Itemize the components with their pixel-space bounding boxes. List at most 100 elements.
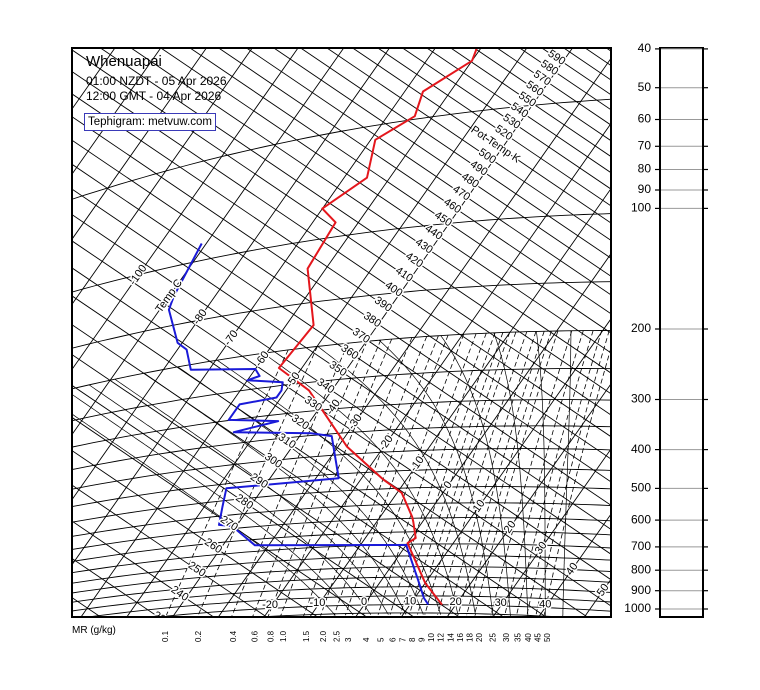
dry-adiabat-line	[402, 48, 611, 190]
dry-adiabat-line	[72, 93, 611, 460]
isobar-line	[72, 555, 611, 584]
isotherm-label: -70	[222, 328, 241, 348]
mixing-ratio-line	[389, 332, 487, 615]
pressure-tick-label: 90	[638, 182, 652, 196]
mixing-ratio-label: 30	[502, 633, 511, 642]
surface-isotherm-label: 30	[495, 597, 507, 609]
gmt-time: 12:00 GMT - 04 Apr 2026	[86, 89, 222, 103]
isotherm-line	[72, 48, 390, 500]
potential-temperature-label: 230	[151, 609, 173, 629]
mixing-ratio-label: 18	[465, 633, 474, 642]
saturated-adiabat-line	[562, 330, 572, 617]
saturated-adiabat-line	[378, 339, 494, 616]
pressure-tick-label: 70	[638, 138, 652, 152]
dry-adiabat-line	[473, 48, 611, 142]
dry-adiabat-line	[496, 48, 611, 126]
mixing-ratio-line	[267, 339, 382, 617]
isotherm-line	[72, 48, 345, 435]
mixing-ratio-line	[448, 331, 537, 615]
saturated-adiabat-line	[72, 413, 336, 616]
surface-isotherm-label: -10	[309, 597, 325, 609]
dry-adiabat-line	[519, 48, 611, 111]
dry-adiabat-line	[218, 48, 611, 315]
pressure-tick-label: 600	[631, 512, 651, 526]
isobar-line	[72, 486, 611, 523]
mixing-ratio-label: 12	[437, 633, 446, 642]
pressure-tick-label: 1000	[624, 601, 651, 615]
isotherm-line	[72, 48, 207, 240]
mixing-ratio-line	[377, 333, 477, 615]
potential-temperature-label: 400	[383, 279, 405, 299]
temperature-profile	[277, 48, 478, 606]
mixing-ratio-line	[490, 330, 573, 616]
mixing-ratio-label: 35	[514, 633, 523, 642]
mixing-ratio-line	[417, 332, 511, 615]
dry-adiabat-line	[72, 484, 267, 617]
potential-temperature-label: 390	[372, 294, 394, 314]
isotherm-line	[584, 578, 611, 617]
dry-adiabat-line	[72, 267, 588, 617]
mixing-ratio-label: 1.5	[302, 630, 311, 642]
potential-temperature-label: 320	[289, 412, 311, 432]
isotherm-line	[126, 48, 528, 617]
mixing-ratio-label: 7	[399, 637, 408, 642]
mixing-ratio-label: 2.5	[333, 630, 342, 642]
mixing-ratio-line	[197, 346, 318, 617]
dry-adiabat-line	[72, 417, 367, 617]
saturated-adiabat-line	[440, 335, 511, 617]
plot-frame	[71, 47, 612, 618]
pressure-tick-label: 300	[631, 392, 651, 406]
pressure-tick-label: 40	[638, 41, 652, 55]
mixing-ratio-axis-label: MR (g/kg)	[72, 625, 116, 636]
dry-adiabat-line	[72, 188, 611, 555]
mixing-ratio-line	[437, 331, 528, 615]
mixing-ratio-line	[345, 334, 449, 616]
potential-temperature-label: 330	[302, 394, 324, 414]
isobar-line	[72, 566, 611, 594]
saturated-adiabat-line	[216, 359, 442, 615]
isobar-line	[72, 330, 611, 390]
dry-adiabat-line	[130, 48, 611, 374]
mixing-ratio-label: 25	[489, 633, 498, 642]
grid-labels: 0.1 0.2 0.4 0.6 0.8 1.0 1.5 2.0 2.5 3 4 5 6 7 8 9 10 12 14…	[72, 48, 611, 642]
dry-adiabat-line	[72, 240, 611, 607]
mixing-ratio-line	[504, 330, 584, 617]
mixing-ratio-label: 10	[427, 633, 436, 642]
mixing-ratio-line	[252, 341, 368, 617]
isobar-line	[72, 576, 611, 603]
pressure-tick-label: 200	[631, 321, 651, 335]
mixing-ratio-line	[526, 330, 603, 617]
mixing-ratio-label: 4	[362, 637, 371, 642]
credit-link[interactable]: Tephigram: metvuw.com	[84, 113, 216, 131]
mixing-ratio-label: 20	[475, 633, 484, 642]
mixing-ratio-line	[320, 336, 428, 616]
mixing-ratio-label: 9	[418, 637, 427, 642]
potential-temperature-label: 350	[327, 359, 349, 379]
dry-adiabat-line	[72, 450, 318, 617]
mixing-ratio-label: 1.0	[279, 630, 288, 642]
potential-temperature-label: 310	[276, 431, 298, 451]
mixing-ratio-line	[279, 338, 393, 617]
isotherm-label: 40	[564, 561, 581, 578]
mixing-ratio-label: 8	[408, 637, 417, 642]
pressure-tick-label: 700	[631, 539, 651, 553]
mixing-ratio-line	[515, 330, 594, 617]
local-time: 01:00 NZDT - 05 Apr 2026	[86, 74, 227, 88]
dry-adiabat-line	[563, 48, 611, 81]
mixing-ratio-label: 0.2	[194, 630, 203, 642]
isotherm-line	[72, 48, 299, 370]
dry-adiabat-line	[450, 48, 611, 157]
mixing-ratio-line	[466, 330, 552, 616]
dry-adiabat-line	[377, 48, 611, 207]
pressure-tick-label: 500	[631, 481, 651, 495]
mixing-ratio-line	[400, 332, 496, 615]
potential-temperature-label: 300	[262, 451, 284, 471]
mixing-ratio-label: 3	[344, 637, 353, 642]
isobar-line	[72, 502, 611, 537]
potential-temperature-label: 380	[361, 310, 383, 330]
mixing-ratio-label: 0.8	[266, 630, 275, 642]
dry-adiabat-line	[72, 214, 611, 581]
isobar-line	[72, 281, 611, 349]
dry-adiabat-line	[584, 48, 611, 66]
mixing-ratio-line	[303, 337, 413, 617]
